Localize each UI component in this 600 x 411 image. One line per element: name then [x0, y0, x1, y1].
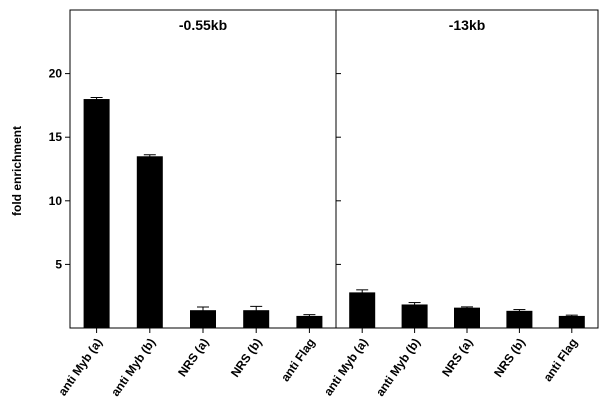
- bar: [454, 307, 480, 328]
- panel-title: -0.55kb: [179, 17, 227, 33]
- bar: [190, 310, 216, 328]
- panel-1: -0.55kb 5 10 15 20 anti Myb (a) anti Myb (b) NR…: [49, 9, 337, 399]
- category-label: NRS (a): [175, 336, 211, 380]
- bar: [296, 315, 323, 328]
- category-label: anti Myb (b): [373, 336, 423, 399]
- bar: [401, 304, 428, 328]
- panel-2: -13kb anti Myb (a) anti Myb (b) NRS (a) NRS …: [321, 9, 599, 399]
- bar: [506, 310, 533, 328]
- category-label: NRS (b): [491, 336, 528, 380]
- bar: [349, 292, 376, 328]
- y-axis-label: fold enrichment: [10, 126, 24, 216]
- y-tick-label: 15: [49, 130, 63, 144]
- panel-frame: [335, 9, 599, 329]
- y-tick-label: 5: [55, 257, 62, 271]
- panel-frame: [69, 9, 337, 329]
- category-label: anti Flag: [540, 336, 580, 384]
- bar: [83, 99, 110, 328]
- category-label: NRS (b): [228, 336, 265, 380]
- bar: [243, 310, 270, 328]
- y-tick-label: 20: [49, 67, 63, 81]
- category-label: anti Myb (b): [108, 336, 158, 399]
- panel-title: -13kb: [449, 17, 486, 33]
- category-label: anti Flag: [278, 336, 318, 384]
- category-label: anti Myb (a): [55, 336, 105, 399]
- category-label: NRS (a): [439, 336, 475, 380]
- bar: [558, 315, 585, 328]
- category-label: anti Myb (a): [321, 336, 371, 399]
- y-tick-label: 10: [49, 194, 63, 208]
- bar: [136, 156, 163, 328]
